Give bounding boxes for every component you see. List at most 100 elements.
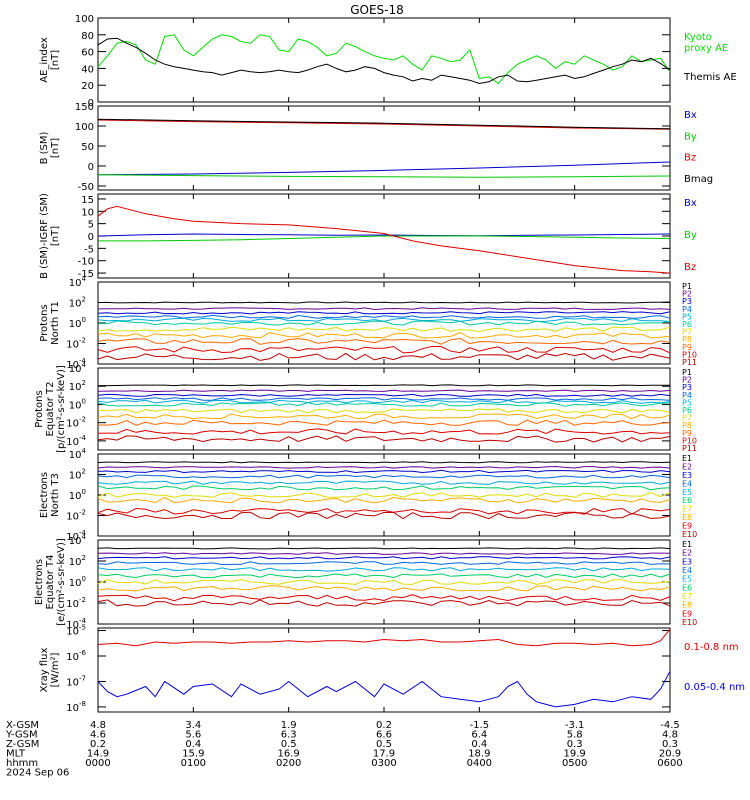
panel-electrons-t3: Electrons North T310-410-2100102104E1E2E3… <box>39 447 697 543</box>
y-tick-exponent: 4 <box>82 533 87 541</box>
y-tick-label: 0 <box>88 232 94 243</box>
y-axis-label: Electrons <box>39 472 50 518</box>
legend-p3: P3 <box>682 297 692 306</box>
legend-p7: P7 <box>682 328 692 337</box>
legend-e7: E7 <box>682 592 692 601</box>
series-line-e7 <box>97 492 671 498</box>
y-tick-label: -5 <box>84 244 94 255</box>
y-tick-exponent: -2 <box>79 509 86 517</box>
axis-value-mlt: 18.9 <box>468 749 490 760</box>
legend-p4: P4 <box>682 391 692 400</box>
y-tick-label: -10 <box>78 257 94 268</box>
series-line-p6 <box>97 402 671 407</box>
y-tick-exponent: -4 <box>79 529 87 537</box>
series-line-e2 <box>97 465 671 469</box>
legend-entry: 0.1-0.8 nm <box>684 642 739 653</box>
axis-value-xgsm: -3.1 <box>565 720 585 731</box>
legend-e1: E1 <box>682 454 692 463</box>
legend-entry: Themis AE <box>683 72 737 83</box>
axis-value-zgsm: 0.4 <box>185 739 201 750</box>
series-line-e8 <box>97 585 671 592</box>
series-line-p11 <box>97 352 671 361</box>
series-line-p7 <box>97 326 671 333</box>
y-tick-label: 102 <box>69 554 86 568</box>
series-line-e10 <box>97 599 671 607</box>
panel-bfield: B (SM) [nT] -50 0 50 100 150 Bx By Bz Bmag <box>39 102 713 193</box>
series-line-1 <box>97 174 671 178</box>
y-tick-label: 104 <box>69 275 87 289</box>
axis-value-ygsm: 6.3 <box>281 730 297 741</box>
row-label: X-GSM <box>6 720 39 731</box>
series-line-e1 <box>97 461 671 464</box>
y-axis-label: [nT] <box>50 226 61 246</box>
y-tick-label: 10-5 <box>66 624 86 638</box>
series-line-p8 <box>97 413 671 420</box>
axis-value-ygsm: 6.4 <box>471 730 487 741</box>
legend-p8: P8 <box>682 335 692 344</box>
y-axis-label: Equator T2 <box>45 382 56 437</box>
legend-entry: 0.05-0.4 nm <box>684 682 745 693</box>
series-line-0 <box>97 161 671 176</box>
y-axis-label: AE_index <box>39 37 50 83</box>
legend-p1: P1 <box>682 368 692 377</box>
series-line-e9 <box>97 594 671 602</box>
legend-entry: Bx <box>684 110 697 121</box>
y-tick-label: 100 <box>75 122 94 133</box>
y-axis-label: B (SM)-IGRF (SM) <box>39 193 50 279</box>
y-axis-label: Protons <box>39 304 50 341</box>
axis-value-hhmm: 0200 <box>276 758 301 769</box>
y-tick-exponent: 0 <box>82 488 86 496</box>
y-tick-label: -15 <box>78 269 94 280</box>
y-tick-exponent: -7 <box>79 674 86 682</box>
panel-electrons-t4: Electrons Equator T4 [e/(cm²-s-sr-keV)] 10-… <box>34 533 697 631</box>
legend-p11: P11 <box>682 358 697 367</box>
axis-value-ygsm: 4.6 <box>90 730 106 741</box>
series-line-2 <box>97 205 671 274</box>
y-tick-label: 100 <box>69 488 86 502</box>
y-tick-label: 10-8 <box>66 700 86 714</box>
legend-p2: P2 <box>682 376 692 385</box>
panel-xray: Xray flux [W/m²] 10-8 10-7 10-6 10-5 0.1-0.8 n… <box>39 624 745 714</box>
legend-entry: By <box>684 131 697 142</box>
axis-value-zgsm: 0.2 <box>90 739 106 750</box>
y-axis-label: North T3 <box>50 473 61 517</box>
legend-e4: E4 <box>682 566 692 575</box>
y-tick-label: -50 <box>78 182 94 193</box>
series-line-1 <box>98 235 671 242</box>
axis-value-hhmm: 0000 <box>85 758 110 769</box>
series-line-e1 <box>97 547 671 550</box>
legend-entry: proxy AE <box>684 43 728 54</box>
series-line-p10 <box>97 428 671 435</box>
legend-e1: E1 <box>682 540 692 549</box>
y-tick-exponent: 4 <box>82 361 87 369</box>
axis-value-hhmm: 0400 <box>467 758 492 769</box>
y-tick-label: 60 <box>81 48 94 59</box>
y-tick-exponent: -4 <box>79 434 87 442</box>
legend-p3: P3 <box>682 383 692 392</box>
y-axis-label: North T1 <box>50 301 61 345</box>
y-tick-exponent: -4 <box>79 357 87 365</box>
series-line-p8 <box>97 332 671 339</box>
y-tick-label: 15 <box>81 195 94 206</box>
y-tick-exponent: -2 <box>79 416 86 424</box>
y-axis-label: Electrons <box>34 559 45 605</box>
legend-p5: P5 <box>682 312 692 321</box>
legend-entry: Bmag <box>684 174 713 185</box>
y-tick-label: 10-7 <box>66 674 86 688</box>
legend-e9: E9 <box>682 522 692 531</box>
panel-frame <box>97 627 671 713</box>
series-line-p9 <box>97 419 671 426</box>
y-tick-label: 100 <box>69 575 86 589</box>
axis-value-mlt: 15.9 <box>182 749 204 760</box>
series-line-e4 <box>97 474 671 479</box>
y-tick-label: 80 <box>81 31 94 42</box>
y-tick-label: 40 <box>81 64 94 75</box>
series-line-1 <box>97 671 671 708</box>
axis-value-hhmm: 0500 <box>562 758 587 769</box>
series-line-p3 <box>97 311 671 315</box>
axis-value-hhmm: 0300 <box>371 758 396 769</box>
y-tick-exponent: 0 <box>82 397 86 405</box>
series-line-0 <box>97 233 671 237</box>
